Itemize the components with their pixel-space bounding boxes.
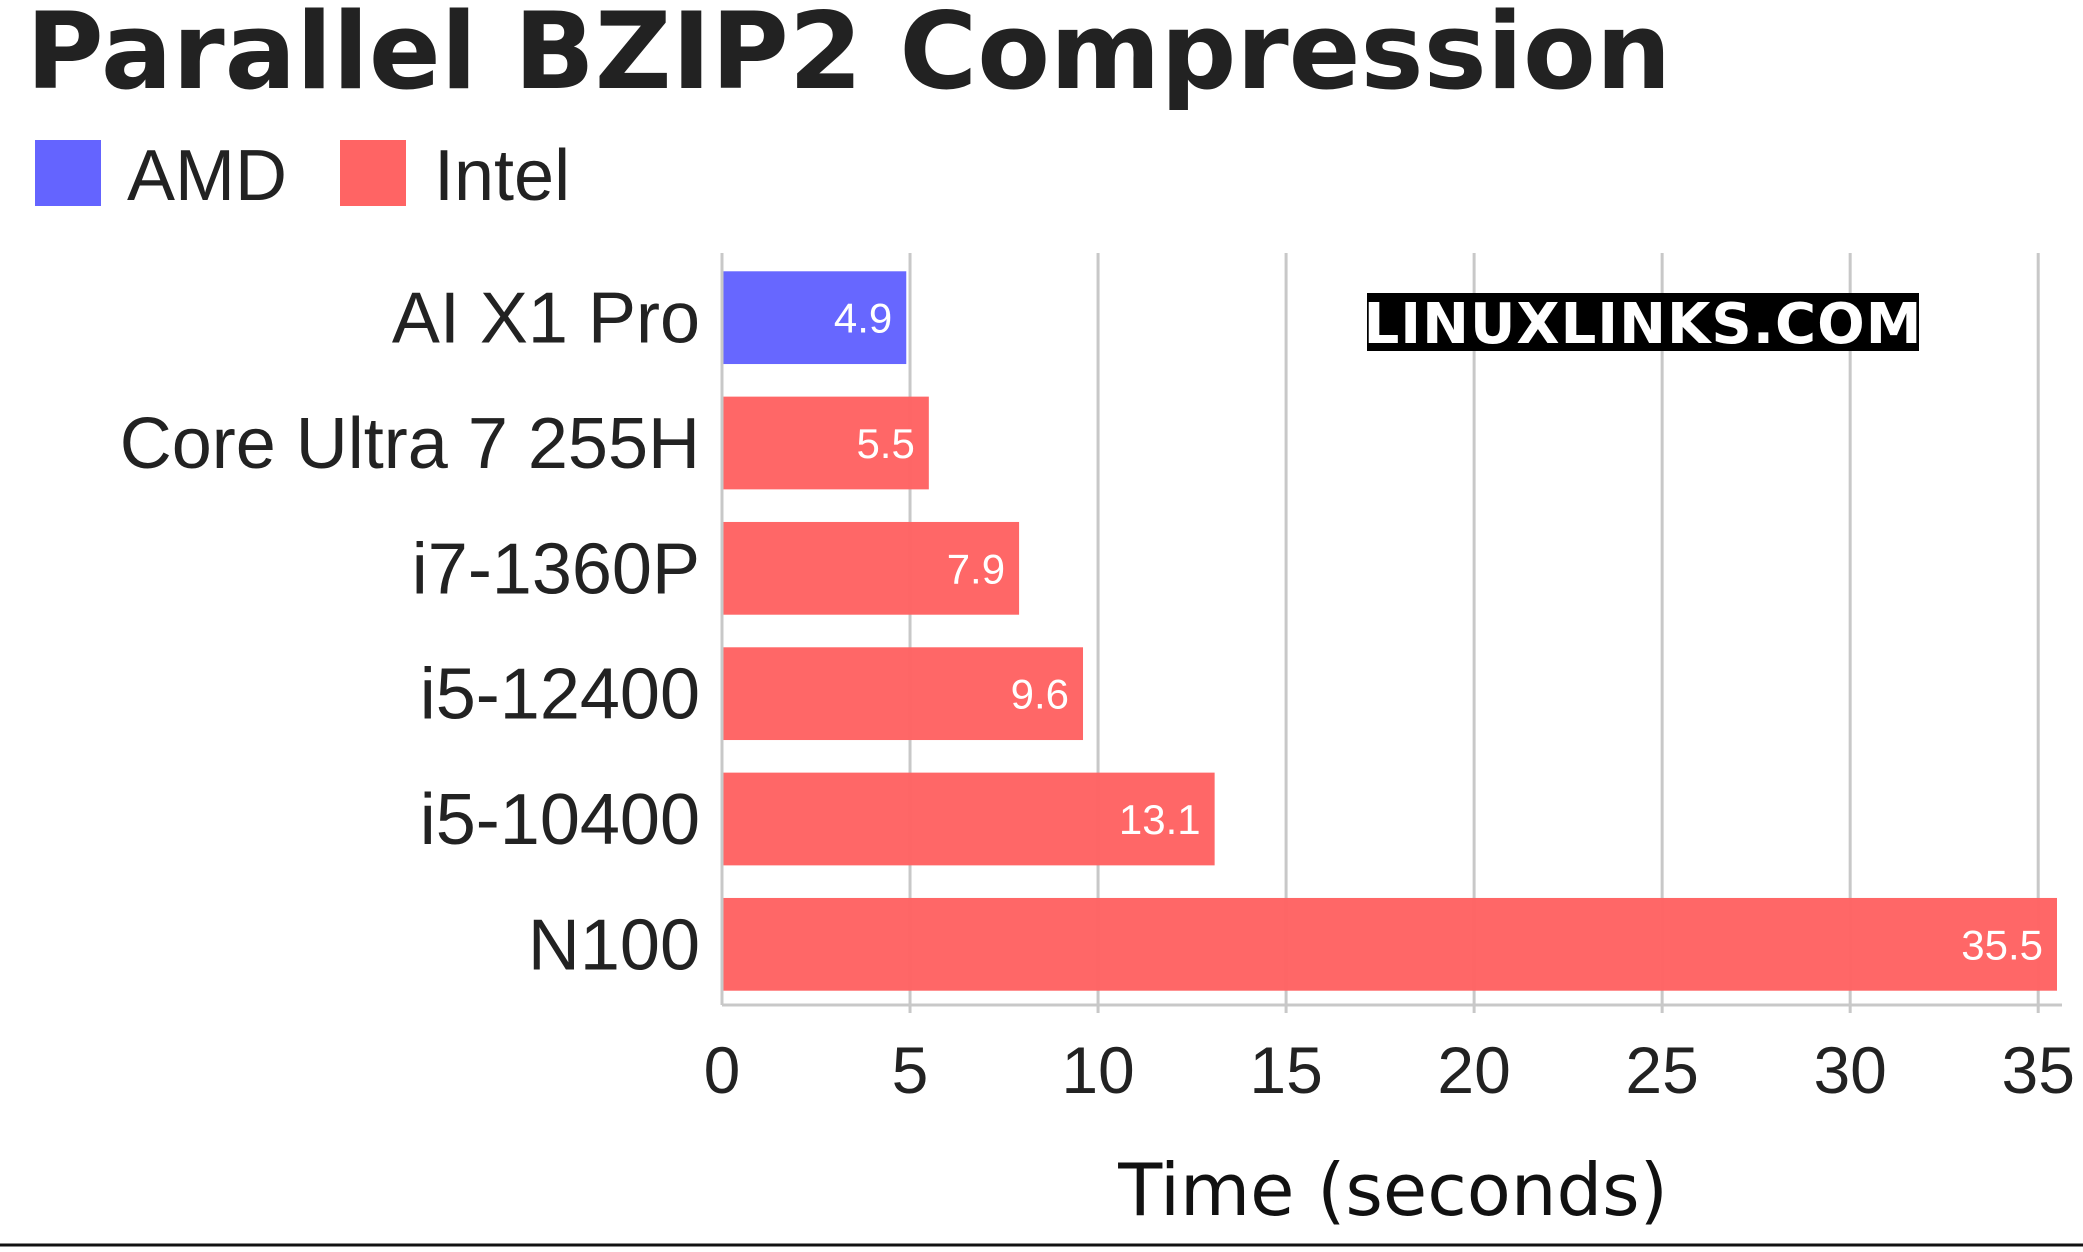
data-label: 13.1	[1119, 796, 1201, 843]
category-label: N100	[528, 905, 700, 985]
data-label: 4.9	[834, 295, 892, 342]
chart-title: Parallel BZIP2 Compression	[26, 0, 1671, 113]
bar	[722, 897, 2057, 991]
bars: 4.9 5.5 7.9 9.6 13.1 35.5	[722, 271, 2057, 991]
bar	[722, 396, 929, 490]
watermark-box	[1367, 293, 1919, 351]
data-label: 9.6	[1011, 671, 1069, 718]
legend-label-intel: Intel	[434, 136, 570, 216]
bar	[722, 521, 1020, 615]
legend: AMD Intel	[35, 136, 570, 216]
x-tick-label: 0	[704, 1033, 741, 1107]
x-tick-label: 30	[1813, 1033, 1886, 1107]
x-tick-label: 20	[1437, 1033, 1510, 1107]
bar	[722, 271, 907, 365]
x-tick-label: 15	[1249, 1033, 1322, 1107]
legend-swatch-amd	[35, 140, 101, 206]
category-label: i5-10400	[420, 780, 700, 860]
x-tick-label: 5	[892, 1033, 929, 1107]
category-label: AI X1 Pro	[392, 279, 700, 359]
bar	[722, 772, 1215, 866]
x-tick-label: 35	[2001, 1033, 2074, 1107]
category-labels: AI X1 Pro Core Ultra 7 255H i7-1360P i5-124…	[120, 279, 700, 986]
watermark-text: LINUXLINKS.COM	[1364, 292, 1923, 357]
legend-label-amd: AMD	[127, 136, 287, 216]
bar	[722, 647, 1084, 741]
data-label: 7.9	[947, 545, 1005, 592]
category-label: Core Ultra 7 255H	[120, 404, 700, 484]
category-label: i5-12400	[420, 655, 700, 735]
x-axis-tick-labels: 0 5 10 15 20 25 30 35	[704, 1033, 2075, 1107]
grid-lines	[908, 253, 2040, 1013]
category-label: i7-1360P	[412, 529, 700, 609]
watermark: LINUXLINKS.COM	[1364, 292, 1923, 357]
x-tick-label: 25	[1625, 1033, 1698, 1107]
x-tick-label: 10	[1061, 1033, 1134, 1107]
data-label: 5.5	[856, 420, 914, 467]
data-label: 35.5	[1961, 921, 2043, 968]
legend-swatch-intel	[340, 140, 406, 206]
x-axis-label: Time (seconds)	[1117, 1148, 1668, 1232]
